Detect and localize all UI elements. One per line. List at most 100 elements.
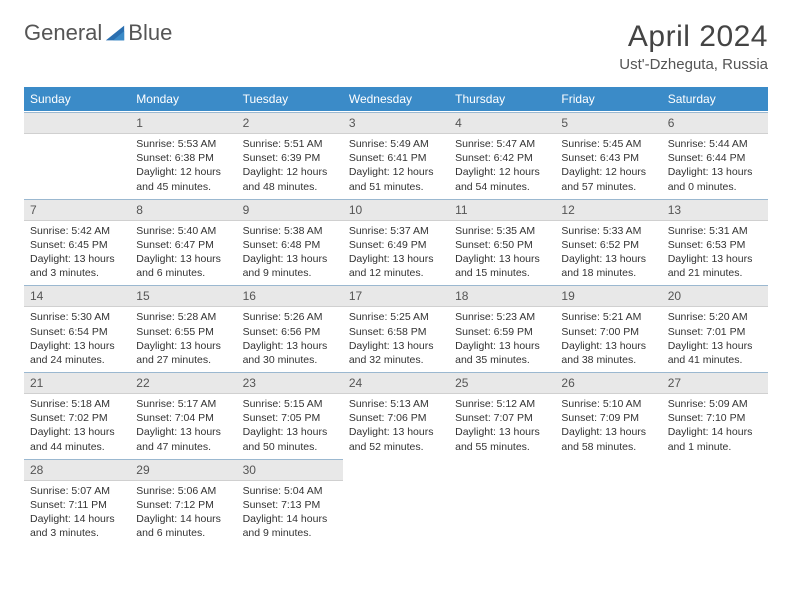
daylight-text: Daylight: 13 hours and 30 minutes. [243, 339, 337, 367]
daylight-text: Daylight: 12 hours and 54 minutes. [455, 165, 549, 193]
daylight-text: Daylight: 13 hours and 38 minutes. [561, 339, 655, 367]
calendar-cell [449, 458, 555, 544]
sunset-text: Sunset: 6:48 PM [243, 238, 337, 252]
sunrise-text: Sunrise: 5:26 AM [243, 310, 337, 324]
sunset-text: Sunset: 7:05 PM [243, 411, 337, 425]
sunrise-text: Sunrise: 5:33 AM [561, 224, 655, 238]
sunrise-text: Sunrise: 5:21 AM [561, 310, 655, 324]
day-number: 19 [555, 285, 661, 307]
sunrise-text: Sunrise: 5:17 AM [136, 397, 230, 411]
day-details: Sunrise: 5:25 AMSunset: 6:58 PMDaylight:… [343, 307, 449, 371]
calendar-cell: 9Sunrise: 5:38 AMSunset: 6:48 PMDaylight… [237, 198, 343, 285]
sunrise-text: Sunrise: 5:38 AM [243, 224, 337, 238]
sunrise-text: Sunrise: 5:30 AM [30, 310, 124, 324]
sunset-text: Sunset: 6:53 PM [668, 238, 762, 252]
day-number: 20 [662, 285, 768, 307]
logo: General Blue [24, 20, 172, 46]
page-title: April 2024 [619, 20, 768, 54]
sunrise-text: Sunrise: 5:37 AM [349, 224, 443, 238]
sunset-text: Sunset: 7:00 PM [561, 325, 655, 339]
day-details: Sunrise: 5:51 AMSunset: 6:39 PMDaylight:… [237, 134, 343, 198]
daylight-text: Daylight: 12 hours and 57 minutes. [561, 165, 655, 193]
day-number: 30 [237, 459, 343, 481]
daylight-text: Daylight: 12 hours and 45 minutes. [136, 165, 230, 193]
daylight-text: Daylight: 14 hours and 3 minutes. [30, 512, 124, 540]
sunrise-text: Sunrise: 5:15 AM [243, 397, 337, 411]
sunset-text: Sunset: 7:06 PM [349, 411, 443, 425]
day-details: Sunrise: 5:38 AMSunset: 6:48 PMDaylight:… [237, 221, 343, 285]
day-details: Sunrise: 5:26 AMSunset: 6:56 PMDaylight:… [237, 307, 343, 371]
sunset-text: Sunset: 6:43 PM [561, 151, 655, 165]
day-details: Sunrise: 5:37 AMSunset: 6:49 PMDaylight:… [343, 221, 449, 285]
day-number: 4 [449, 112, 555, 134]
daylight-text: Daylight: 13 hours and 12 minutes. [349, 252, 443, 280]
sunset-text: Sunset: 6:58 PM [349, 325, 443, 339]
calendar-cell [662, 458, 768, 544]
calendar-cell: 12Sunrise: 5:33 AMSunset: 6:52 PMDayligh… [555, 198, 661, 285]
sunrise-text: Sunrise: 5:10 AM [561, 397, 655, 411]
calendar-cell: 22Sunrise: 5:17 AMSunset: 7:04 PMDayligh… [130, 372, 236, 459]
calendar-cell [343, 458, 449, 544]
calendar-cell: 18Sunrise: 5:23 AMSunset: 6:59 PMDayligh… [449, 285, 555, 372]
sunrise-text: Sunrise: 5:35 AM [455, 224, 549, 238]
sunrise-text: Sunrise: 5:53 AM [136, 137, 230, 151]
sunset-text: Sunset: 6:47 PM [136, 238, 230, 252]
day-details: Sunrise: 5:53 AMSunset: 6:38 PMDaylight:… [130, 134, 236, 198]
daylight-text: Daylight: 13 hours and 50 minutes. [243, 425, 337, 453]
calendar-cell: 17Sunrise: 5:25 AMSunset: 6:58 PMDayligh… [343, 285, 449, 372]
daylight-text: Daylight: 13 hours and 55 minutes. [455, 425, 549, 453]
sunrise-text: Sunrise: 5:45 AM [561, 137, 655, 151]
calendar-cell: 20Sunrise: 5:20 AMSunset: 7:01 PMDayligh… [662, 285, 768, 372]
calendar-cell: 10Sunrise: 5:37 AMSunset: 6:49 PMDayligh… [343, 198, 449, 285]
day-details: Sunrise: 5:18 AMSunset: 7:02 PMDaylight:… [24, 394, 130, 458]
daylight-text: Daylight: 13 hours and 18 minutes. [561, 252, 655, 280]
daylight-text: Daylight: 14 hours and 9 minutes. [243, 512, 337, 540]
daylight-text: Daylight: 13 hours and 41 minutes. [668, 339, 762, 367]
day-details: Sunrise: 5:42 AMSunset: 6:45 PMDaylight:… [24, 221, 130, 285]
day-details: Sunrise: 5:40 AMSunset: 6:47 PMDaylight:… [130, 221, 236, 285]
sunset-text: Sunset: 6:45 PM [30, 238, 124, 252]
calendar-cell [24, 112, 130, 199]
day-details: Sunrise: 5:12 AMSunset: 7:07 PMDaylight:… [449, 394, 555, 458]
sunset-text: Sunset: 7:01 PM [668, 325, 762, 339]
day-details: Sunrise: 5:07 AMSunset: 7:11 PMDaylight:… [24, 481, 130, 545]
sunset-text: Sunset: 7:09 PM [561, 411, 655, 425]
weekday-header: Tuesday [237, 87, 343, 112]
daylight-text: Daylight: 14 hours and 1 minute. [668, 425, 762, 453]
calendar-row: 1Sunrise: 5:53 AMSunset: 6:38 PMDaylight… [24, 112, 768, 199]
sunrise-text: Sunrise: 5:04 AM [243, 484, 337, 498]
calendar-row: 28Sunrise: 5:07 AMSunset: 7:11 PMDayligh… [24, 458, 768, 544]
day-details: Sunrise: 5:28 AMSunset: 6:55 PMDaylight:… [130, 307, 236, 371]
calendar-cell: 19Sunrise: 5:21 AMSunset: 7:00 PMDayligh… [555, 285, 661, 372]
day-number: 23 [237, 372, 343, 394]
day-details: Sunrise: 5:45 AMSunset: 6:43 PMDaylight:… [555, 134, 661, 198]
sunset-text: Sunset: 6:54 PM [30, 325, 124, 339]
calendar-cell: 3Sunrise: 5:49 AMSunset: 6:41 PMDaylight… [343, 112, 449, 199]
weekday-header-row: Sunday Monday Tuesday Wednesday Thursday… [24, 87, 768, 112]
sunset-text: Sunset: 6:44 PM [668, 151, 762, 165]
daylight-text: Daylight: 13 hours and 58 minutes. [561, 425, 655, 453]
day-number: 11 [449, 199, 555, 221]
sunset-text: Sunset: 6:41 PM [349, 151, 443, 165]
calendar-table: Sunday Monday Tuesday Wednesday Thursday… [24, 87, 768, 544]
sunrise-text: Sunrise: 5:13 AM [349, 397, 443, 411]
day-number: 3 [343, 112, 449, 134]
daylight-text: Daylight: 13 hours and 52 minutes. [349, 425, 443, 453]
day-number: 1 [130, 112, 236, 134]
calendar-cell: 16Sunrise: 5:26 AMSunset: 6:56 PMDayligh… [237, 285, 343, 372]
calendar-cell: 25Sunrise: 5:12 AMSunset: 7:07 PMDayligh… [449, 372, 555, 459]
day-details: Sunrise: 5:06 AMSunset: 7:12 PMDaylight:… [130, 481, 236, 545]
calendar-row: 7Sunrise: 5:42 AMSunset: 6:45 PMDaylight… [24, 198, 768, 285]
calendar-cell: 14Sunrise: 5:30 AMSunset: 6:54 PMDayligh… [24, 285, 130, 372]
logo-triangle-icon [104, 22, 126, 44]
day-details: Sunrise: 5:21 AMSunset: 7:00 PMDaylight:… [555, 307, 661, 371]
day-number: 17 [343, 285, 449, 307]
sunrise-text: Sunrise: 5:51 AM [243, 137, 337, 151]
day-details: Sunrise: 5:35 AMSunset: 6:50 PMDaylight:… [449, 221, 555, 285]
logo-text-right: Blue [128, 20, 172, 46]
calendar-cell: 5Sunrise: 5:45 AMSunset: 6:43 PMDaylight… [555, 112, 661, 199]
day-number-empty [24, 112, 130, 134]
daylight-text: Daylight: 13 hours and 27 minutes. [136, 339, 230, 367]
daylight-text: Daylight: 13 hours and 6 minutes. [136, 252, 230, 280]
sunrise-text: Sunrise: 5:42 AM [30, 224, 124, 238]
